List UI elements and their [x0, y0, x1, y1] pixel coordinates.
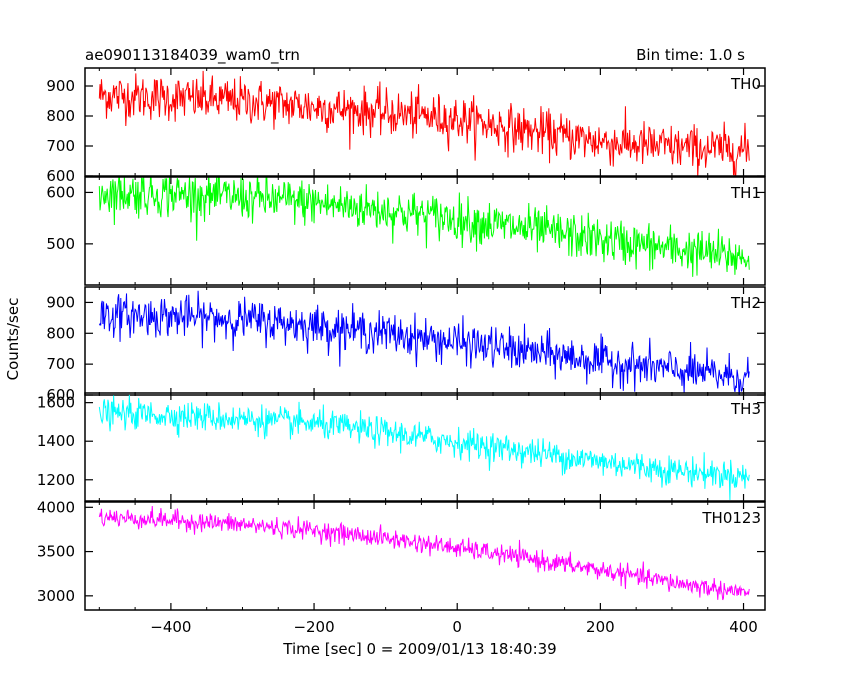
panel-th0123: 3000 3500 4000 TH0123: [37, 498, 766, 611]
chart-title: ae090113184039_wam0_trn: [85, 46, 300, 65]
panel-label-th1: TH1: [730, 184, 761, 202]
panel-label-th0: TH0: [730, 75, 761, 93]
x-axis: −400 −200 0 200 400: [150, 618, 758, 636]
series-line-th0: [98, 70, 750, 176]
series-line-th3: [98, 394, 750, 501]
y-tick-label: 800: [46, 324, 75, 342]
x-tick-label: 400: [729, 618, 758, 636]
y-axis-title: Counts/sec: [4, 298, 22, 381]
y-tick-label: 1600: [37, 394, 75, 412]
panel-frame: [84, 67, 766, 177]
x-tick-label: 200: [586, 618, 615, 636]
y-tick-label: 600: [46, 183, 75, 201]
y-tick-label: 900: [46, 293, 75, 311]
panels-group: 600 700 800 900 TH0 500 600 TH1 600 700 800 900 TH2 1…: [37, 67, 766, 611]
panel-frame: [84, 392, 766, 502]
x-axis-title: Time [sec] 0 = 2009/01/13 18:40:39: [282, 640, 556, 658]
panel-label-th0123: TH0123: [701, 509, 761, 527]
y-tick-label: 900: [46, 77, 75, 95]
y-tick-label: 3000: [37, 587, 75, 605]
panel-th2: 600 700 800 900 TH2: [46, 286, 766, 404]
y-tick-label: 500: [46, 235, 75, 253]
y-tick-label: 1200: [37, 471, 75, 489]
x-tick-label: 0: [452, 618, 462, 636]
panel-frame: [84, 176, 766, 286]
x-tick-label: −200: [293, 618, 334, 636]
panel-frame: [84, 286, 766, 396]
y-tick-label: 600: [46, 167, 75, 185]
y-tick-label: 600: [46, 386, 75, 404]
series-line-th1: [98, 177, 750, 277]
series-line-th0123: [98, 505, 750, 601]
y-tick-label: 3500: [37, 543, 75, 561]
panel-th0: 600 700 800 900 TH0: [46, 67, 766, 185]
panel-label-th2: TH2: [730, 294, 761, 312]
panel-frame: [84, 501, 766, 611]
panel-th1: 500 600 TH1: [46, 176, 766, 286]
y-tick-label: 700: [46, 137, 75, 155]
panel-th3: 1200 1400 1600 TH3: [37, 392, 766, 502]
chart-subtitle: Bin time: 1.0 s: [636, 46, 745, 64]
panel-label-th3: TH3: [730, 400, 761, 418]
x-tick-label: −400: [150, 618, 191, 636]
y-tick-label: 800: [46, 107, 75, 125]
y-tick-label: 4000: [37, 498, 75, 516]
series-line-th2: [98, 290, 750, 395]
y-tick-label: 700: [46, 355, 75, 373]
y-tick-label: 1400: [37, 432, 75, 450]
